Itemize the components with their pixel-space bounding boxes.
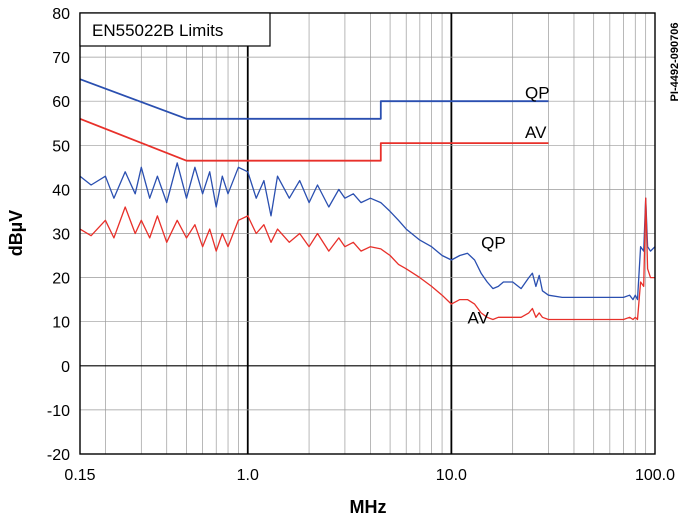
series-annotation: AV bbox=[525, 123, 547, 142]
chart-title: EN55022B Limits bbox=[92, 21, 223, 40]
y-tick-label: 40 bbox=[52, 182, 70, 199]
y-tick-label: -20 bbox=[47, 447, 70, 464]
y-tick-label: 60 bbox=[52, 94, 70, 111]
figure-id: PI-4492-090706 bbox=[669, 23, 681, 102]
y-tick-label: 30 bbox=[52, 227, 70, 244]
series-annotation: QP bbox=[481, 233, 506, 252]
series-annotation: AV bbox=[468, 308, 490, 327]
title-box bbox=[79, 12, 271, 47]
x-tick-label: 1.0 bbox=[237, 467, 259, 484]
chart-annotations: QP AV QP AV bbox=[468, 83, 550, 327]
series-line-measurement-qp bbox=[79, 162, 656, 301]
x-tick-label: 0.15 bbox=[64, 467, 95, 484]
y-tick-label: 70 bbox=[52, 50, 70, 67]
y-tick-label: 20 bbox=[52, 271, 70, 288]
series-annotation: QP bbox=[525, 83, 550, 102]
y-tick-label: 10 bbox=[52, 315, 70, 332]
chart-tick-labels: -20 -10 0 10 20 30 40 50 60 70 80 0.15 1.0 10.0 100.0 bbox=[47, 6, 675, 484]
y-tick-label: 80 bbox=[52, 6, 70, 23]
chart-series bbox=[79, 78, 656, 321]
y-tick-label: 50 bbox=[52, 138, 70, 155]
series-line-measurement-av bbox=[79, 197, 655, 321]
y-tick-label: 0 bbox=[61, 359, 70, 376]
y-tick-label: -10 bbox=[47, 403, 70, 420]
x-tick-label: 100.0 bbox=[635, 467, 675, 484]
series-line-limit-av bbox=[79, 117, 549, 162]
x-tick-label: 10.0 bbox=[436, 467, 467, 484]
series-line-limit-qp bbox=[79, 78, 549, 120]
x-axis-title: MHz bbox=[350, 497, 387, 517]
chart-grid bbox=[80, 12, 655, 455]
y-axis-title: dBµV bbox=[6, 210, 26, 256]
plot-frame bbox=[79, 12, 656, 455]
